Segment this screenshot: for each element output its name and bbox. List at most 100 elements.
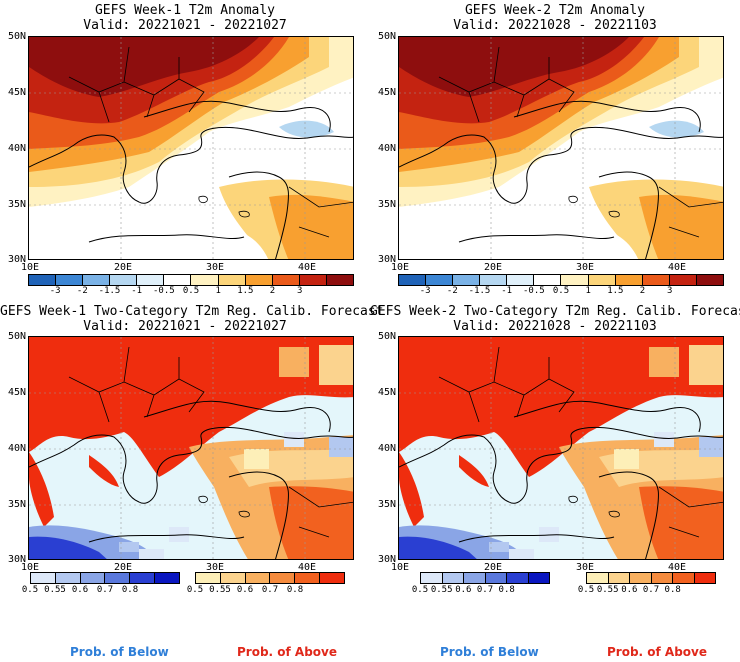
colorbar-swatch <box>164 275 192 285</box>
panel-title: GEFS Week-1 Two-Category T2m Reg. Calib.… <box>0 304 384 319</box>
colorbar-tick-label: -1 <box>501 286 513 296</box>
lon-label: 40E <box>667 562 687 573</box>
lon-label: 40E <box>667 262 687 273</box>
colorbar-tick-label: 0.8 <box>498 585 515 595</box>
colorbar-swatch <box>320 573 344 583</box>
lon-label: 10E <box>390 262 410 273</box>
colorbar-swatch <box>137 275 165 285</box>
colorbar-tick-label: 0.5 <box>552 286 570 296</box>
colorbar-swatch <box>130 573 156 583</box>
colorbar-swatch <box>485 573 507 583</box>
colorbar-swatch <box>561 275 589 285</box>
prob-above-colorbar-labels: 0.5 0.55 0.6 0.7 0.8 <box>187 585 345 597</box>
colorbar-swatch <box>669 275 697 285</box>
colorbar-tick-label: 1 <box>215 286 221 296</box>
colorbar-tick-label: -2 <box>76 286 88 296</box>
lat-label: 50N <box>7 31 26 42</box>
prob-below-colorbar <box>420 572 550 584</box>
colorbar-tick-label: 0.8 <box>286 585 304 595</box>
colorbar-swatch <box>270 573 296 583</box>
panel-valid-dates: Valid: 20221028 - 20221103 <box>453 18 657 33</box>
panel-week2-anomaly: GEFS Week-2 T2m Anomaly Valid: 20221028 … <box>370 0 740 300</box>
prob-above-label: Prob. of Above <box>237 645 338 659</box>
prob-below-colorbar-labels: 0.5 0.55 0.6 0.7 0.8 <box>412 585 550 597</box>
panel-valid-dates: Valid: 20221021 - 20221027 <box>83 18 287 33</box>
prob-below-colorbar <box>30 572 180 584</box>
prob-below-colorbar-labels: 0.5 0.55 0.6 0.7 0.8 <box>22 585 180 597</box>
colorbar-tick-label: 0.6 <box>621 585 638 595</box>
colorbar-tick-label: 0.6 <box>455 585 472 595</box>
colorbar-swatch <box>196 573 221 583</box>
lon-label: 30E <box>575 262 595 273</box>
lon-label: 20E <box>113 562 133 573</box>
colorbar-swatch <box>245 275 273 285</box>
colorbar-tick-label: 0.5 <box>186 585 204 595</box>
lat-label: 45N <box>7 387 26 398</box>
colorbar-swatch <box>155 573 179 583</box>
lat-label: 30N <box>377 254 396 265</box>
lon-label: 40E <box>297 562 317 573</box>
lat-label: 50N <box>377 31 396 42</box>
lat-label: 50N <box>7 331 26 342</box>
panel-week1-anomaly: GEFS Week-1 T2m Anomaly Valid: 20221021 … <box>0 0 370 300</box>
colorbar-tick-label: 2 <box>269 286 276 296</box>
colorbar-swatch <box>29 275 57 285</box>
lat-label: 35N <box>7 499 26 510</box>
colorbar-swatch <box>442 573 464 583</box>
colorbar-swatch <box>83 275 111 285</box>
colorbar-tick-label: 2 <box>639 286 646 296</box>
colorbar-tick-label: -1.5 <box>98 286 121 296</box>
colorbar-tick-label: 0.55 <box>209 585 231 595</box>
panel-title: GEFS Week-1 T2m Anomaly <box>94 3 275 18</box>
colorbar-tick-label: 0.7 <box>261 585 279 595</box>
lat-label: 40N <box>377 443 396 454</box>
lat-label: 45N <box>377 87 396 98</box>
panel-week1-probability: GEFS Week-1 Two-Category T2m Reg. Calib.… <box>0 300 384 662</box>
colorbar-swatch <box>191 275 219 285</box>
colorbar-tick-label: 3 <box>666 286 673 296</box>
lat-label: 35N <box>377 199 396 210</box>
colorbar-swatch <box>31 573 56 583</box>
colorbar-swatch <box>694 573 715 583</box>
colorbar-swatch <box>528 573 549 583</box>
colorbar-swatch <box>630 573 652 583</box>
lat-label: 50N <box>377 331 396 342</box>
colorbar-tick-label: -3 <box>49 286 61 296</box>
anomaly-colorbar <box>398 274 724 286</box>
lon-label: 20E <box>483 562 503 573</box>
anomaly-colorbar-labels: -3 -2 -1.5 -1 -0.5 0.5 1 1.5 2 3 <box>28 286 354 298</box>
lon-label: 30E <box>205 262 225 273</box>
colorbar-swatch <box>464 573 486 583</box>
colorbar-tick-label: -1.5 <box>468 286 491 296</box>
colorbar-tick-label: 0.5 <box>577 585 595 595</box>
colorbar-swatch <box>220 573 246 583</box>
colorbar-swatch <box>80 573 106 583</box>
colorbar-tick-label: -3 <box>419 286 431 296</box>
colorbar-swatch <box>480 275 508 285</box>
lat-label: 35N <box>377 499 396 510</box>
colorbar-tick-label: 0.8 <box>121 585 139 595</box>
colorbar-swatch <box>507 573 529 583</box>
prob-above-colorbar-labels: 0.5 0.55 0.6 0.7 0.8 <box>578 585 716 597</box>
lat-label: 30N <box>377 554 396 565</box>
colorbar-tick-label: 1 <box>585 286 591 296</box>
lon-label: 40E <box>297 262 317 273</box>
anomaly-map <box>398 36 724 260</box>
lon-label: 10E <box>20 262 40 273</box>
lon-label: 20E <box>483 262 503 273</box>
colorbar-swatch <box>299 275 327 285</box>
colorbar-tick-label: 1.5 <box>237 286 254 296</box>
colorbar-swatch <box>399 275 427 285</box>
panel-title: GEFS Week-2 Two-Category T2m Reg. Calib.… <box>370 304 740 319</box>
colorbar-swatch <box>673 573 695 583</box>
panel-valid-dates: Valid: 20221021 - 20221027 <box>83 319 287 334</box>
colorbar-tick-label: 1.5 <box>607 286 624 296</box>
colorbar-swatch <box>534 275 562 285</box>
colorbar-swatch <box>110 275 138 285</box>
colorbar-swatch <box>56 275 84 285</box>
probability-map <box>28 336 354 560</box>
prob-below-label: Prob. of Below <box>70 645 169 659</box>
colorbar-swatch <box>245 573 271 583</box>
colorbar-tick-label: 3 <box>296 286 303 296</box>
colorbar-swatch <box>295 573 321 583</box>
